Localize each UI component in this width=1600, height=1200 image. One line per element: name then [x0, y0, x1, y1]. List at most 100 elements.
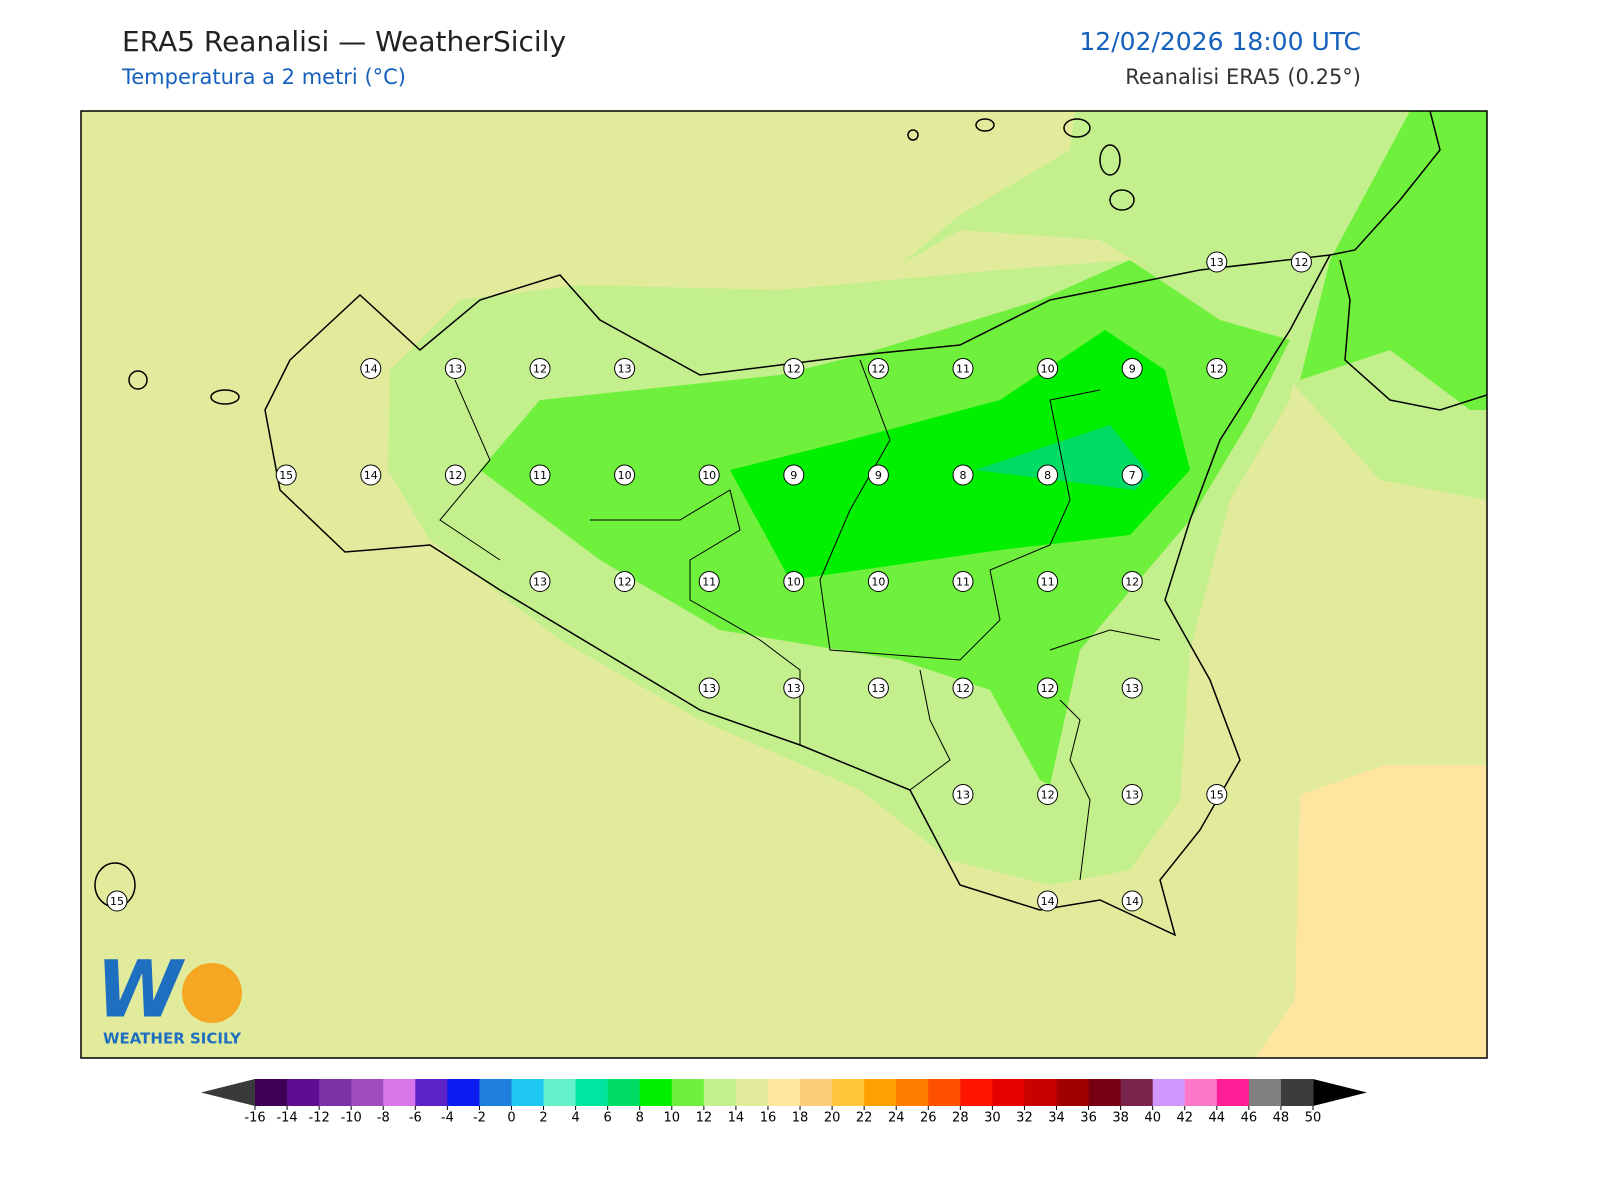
map: 13 12 14 13 12 13 12 12 11 10 9 12 15 14 12 11 10 10 9 9 8 8 7…: [80, 110, 1488, 1059]
colorbar-segment: [1024, 1079, 1058, 1106]
colorbar-segment: [447, 1079, 480, 1106]
station-marker: [360, 358, 382, 379]
stations: 13 12 14 13 12 13 12 12 11 10 9 12 15 14 12 11 10 10 9 9 8 8 7…: [106, 251, 1312, 912]
station-value: 12: [533, 363, 547, 376]
station-value: 9: [790, 469, 797, 482]
station-marker: [529, 464, 551, 486]
datetime: 12/02/2026 18:00 UTC: [1079, 27, 1361, 56]
colorbar-segment: [1280, 1079, 1314, 1106]
station-value: 10: [618, 469, 632, 482]
station-value: 11: [956, 363, 970, 376]
island: [128, 370, 148, 390]
colorbar-tick-label: 20: [824, 1111, 841, 1126]
colorbar-segment: [1184, 1079, 1218, 1106]
colorbar-tick-label: 24: [888, 1111, 905, 1126]
station-marker: [1121, 677, 1143, 699]
colorbar-segment: [767, 1079, 801, 1106]
colorbar-segment: [1056, 1079, 1090, 1106]
colorbar-tick-label: 48: [1273, 1111, 1290, 1126]
station-value: 9: [1129, 363, 1136, 376]
colorbar-tick-label: 26: [920, 1111, 937, 1126]
colorbar-segment: [383, 1079, 416, 1106]
station-value: 12: [787, 363, 801, 376]
station-marker: [783, 677, 805, 699]
colorbar-tick-label: 10: [664, 1111, 681, 1126]
station-value: 13: [702, 682, 716, 695]
colorbar-segment: [287, 1079, 320, 1106]
station-value: 13: [1125, 789, 1139, 802]
colorbar-segment: [1088, 1079, 1122, 1106]
station-marker: [952, 784, 974, 805]
station-marker: [275, 464, 297, 486]
station-marker: [360, 464, 382, 486]
colorbar-segment: [511, 1079, 545, 1106]
station-value: 14: [364, 363, 378, 376]
station-marker: [867, 464, 889, 486]
province-border: [1059, 699, 1091, 881]
station-marker: [529, 358, 551, 379]
island: [907, 129, 919, 141]
colorbar-tick-label: 2: [539, 1111, 547, 1126]
colorbar-over: [1313, 1079, 1367, 1106]
station-value: 12: [1041, 789, 1055, 802]
colorbar-segment: [800, 1079, 833, 1106]
colorbar-segment: [639, 1079, 673, 1106]
station-value: 14: [364, 469, 378, 482]
colorbar-segment: [1248, 1079, 1282, 1106]
station-value: 10: [871, 576, 885, 589]
station-marker: [952, 464, 974, 486]
island: [1109, 189, 1135, 211]
station-value: 11: [1041, 576, 1055, 589]
station-marker: [1037, 890, 1059, 912]
island: [1099, 144, 1121, 176]
logo-text: WEATHER SICILY: [103, 1030, 242, 1048]
station-marker: [444, 464, 466, 486]
island: [1063, 118, 1091, 138]
colorbar-segment: [575, 1079, 609, 1106]
colorbar-segment: [479, 1079, 512, 1106]
station-marker: [614, 464, 636, 486]
province-border: [590, 489, 801, 745]
station-marker: [444, 358, 466, 379]
station-marker: [1290, 251, 1312, 273]
station-value: 15: [1210, 789, 1224, 802]
colorbar-segment: [1216, 1079, 1250, 1106]
colorbar-tick-label: 50: [1305, 1111, 1322, 1126]
colorbar-tick-label: 30: [984, 1111, 1001, 1126]
station-marker: [1037, 784, 1059, 805]
colorbar-tick-label: -6: [409, 1111, 422, 1126]
colorbar-segment: [255, 1079, 288, 1106]
colorbar-segment: [351, 1079, 384, 1106]
station-marker: [952, 571, 974, 592]
map-frame: [80, 110, 1488, 1059]
station-marker: [1206, 358, 1228, 379]
province-border: [439, 379, 501, 561]
station-value: 10: [787, 576, 801, 589]
calabria-coast: [1339, 259, 1487, 411]
station-value: 13: [618, 363, 632, 376]
colorbar-segment: [703, 1079, 737, 1106]
colorbar-tick-label: 42: [1176, 1111, 1193, 1126]
station-value: 10: [702, 469, 716, 482]
colorbar-tick-label: 14: [728, 1111, 745, 1126]
province-border: [1049, 629, 1161, 651]
calabria-coast: [1329, 111, 1441, 256]
temperature-field: [81, 111, 1487, 1058]
station-value: 12: [1125, 576, 1139, 589]
station-marker: [1121, 464, 1143, 486]
colorbar-segment: [992, 1079, 1025, 1106]
colorbar-tick-label: -14: [276, 1111, 297, 1126]
colorbar-tick-label: 28: [952, 1111, 969, 1126]
colorbar-tick-label: 0: [507, 1111, 515, 1126]
colorbar-tick-label: -8: [377, 1111, 390, 1126]
colorbar-tick-label: 34: [1048, 1111, 1065, 1126]
station-marker: [952, 358, 974, 379]
colorbar-segment: [832, 1079, 865, 1106]
subtitle: Temperatura a 2 metri (°C): [121, 65, 406, 89]
colorbar-tick-label: 12: [696, 1111, 713, 1126]
station-marker: [783, 358, 805, 379]
station-value: 15: [110, 895, 124, 908]
colorbar-segment: [1120, 1079, 1154, 1106]
station-value: 13: [533, 576, 547, 589]
station-value: 10: [1041, 363, 1055, 376]
